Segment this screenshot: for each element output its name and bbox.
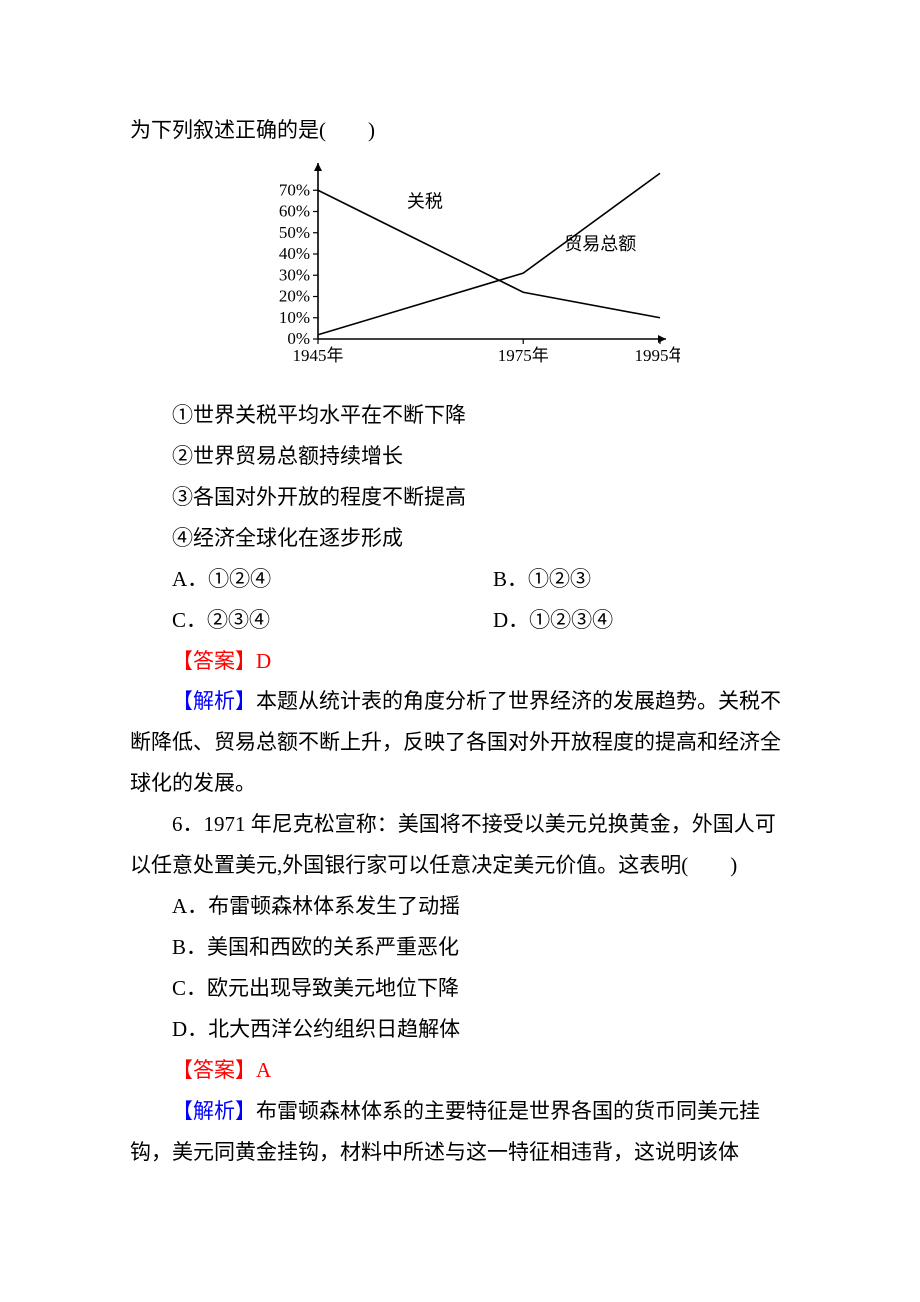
q5-option-a: A．①②④ xyxy=(130,559,493,600)
svg-text:60%: 60% xyxy=(279,201,310,220)
q6-option-d: D．北大西洋公约组织日趋解体 xyxy=(130,1009,790,1050)
answer-value: A xyxy=(256,1058,271,1082)
explain-label: 【解析】 xyxy=(172,1099,256,1123)
q5-answer: 【答案】D xyxy=(130,641,790,682)
q5-option-c: C．②③④ xyxy=(130,600,493,641)
answer-label: 【答案】 xyxy=(172,649,256,673)
svg-text:1945年: 1945年 xyxy=(293,346,344,365)
q5-stem-tail: 为下列叙述正确的是( ) xyxy=(130,110,790,151)
q6-option-b: B．美国和西欧的关系严重恶化 xyxy=(130,927,790,968)
q5-options-row-2: C．②③④ D．①②③④ xyxy=(130,600,790,641)
q5-options-row-1: A．①②④ B．①②③ xyxy=(130,559,790,600)
svg-text:20%: 20% xyxy=(279,286,310,305)
q5-explain: 【解析】本题从统计表的角度分析了世界经济的发展趋势。关税不断降低、贸易总额不断上… xyxy=(130,681,790,804)
q6-option-c: C．欧元出现导致美元地位下降 xyxy=(130,968,790,1009)
svg-text:贸易总额: 贸易总额 xyxy=(564,234,636,254)
document-page: 为下列叙述正确的是( ) 0%10%20%30%40%50%60%70%1945… xyxy=(0,0,920,1233)
svg-text:10%: 10% xyxy=(279,308,310,327)
q5-statement-2: ②世界贸易总额持续增长 xyxy=(130,436,790,477)
q5-option-b: B．①②③ xyxy=(493,559,790,600)
explain-label: 【解析】 xyxy=(172,689,256,713)
q6-answer: 【答案】A xyxy=(130,1050,790,1091)
q5-chart-container: 0%10%20%30%40%50%60%70%1945年1975年1995年关税… xyxy=(130,159,790,383)
q5-option-d: D．①②③④ xyxy=(493,600,790,641)
q5-statement-4: ④经济全球化在逐步形成 xyxy=(130,518,790,559)
q6-stem: 6．1971 年尼克松宣称：美国将不接受以美元兑换黄金，外国人可以任意处置美元,… xyxy=(130,804,790,886)
svg-text:1975年: 1975年 xyxy=(498,346,549,365)
answer-label: 【答案】 xyxy=(172,1058,256,1082)
svg-text:1995年: 1995年 xyxy=(635,346,681,365)
svg-text:70%: 70% xyxy=(279,180,310,199)
q5-statement-3: ③各国对外开放的程度不断提高 xyxy=(130,477,790,518)
q6-explain: 【解析】布雷顿森林体系的主要特征是世界各国的货币同美元挂钩，美元同黄金挂钩，材料… xyxy=(130,1091,790,1173)
q5-statement-1: ①世界关税平均水平在不断下降 xyxy=(130,395,790,436)
svg-text:50%: 50% xyxy=(279,223,310,242)
answer-value: D xyxy=(256,649,271,673)
svg-text:关税: 关税 xyxy=(407,191,443,211)
svg-text:30%: 30% xyxy=(279,265,310,284)
q5-chart: 0%10%20%30%40%50%60%70%1945年1975年1995年关税… xyxy=(240,159,680,369)
q6-option-a: A．布雷顿森林体系发生了动摇 xyxy=(130,886,790,927)
svg-text:40%: 40% xyxy=(279,244,310,263)
